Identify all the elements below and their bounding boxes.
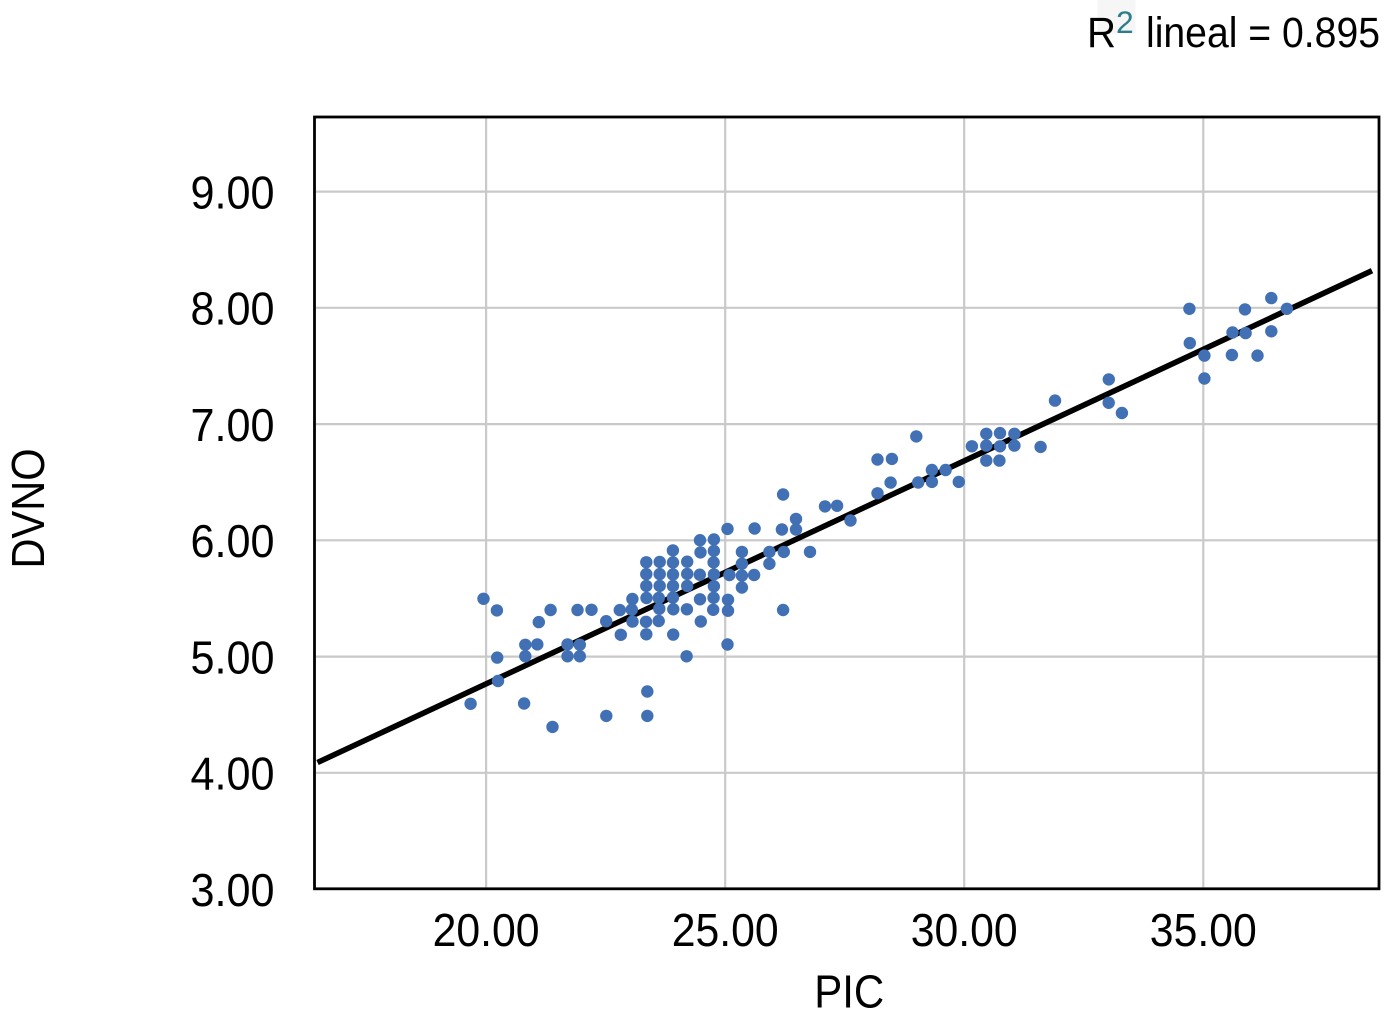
svg-text:4.00: 4.00 <box>191 748 275 800</box>
svg-text:8.00: 8.00 <box>191 283 275 335</box>
svg-text:5.00: 5.00 <box>191 631 275 683</box>
svg-text:20.00: 20.00 <box>433 904 540 956</box>
svg-text:30.00: 30.00 <box>911 904 1018 956</box>
svg-text:R: R <box>1087 10 1116 57</box>
svg-text:6.00: 6.00 <box>191 515 275 567</box>
svg-text:7.00: 7.00 <box>191 399 275 451</box>
svg-text:25.00: 25.00 <box>672 904 779 956</box>
svg-text:2: 2 <box>1116 4 1134 40</box>
svg-text:lineal = 0.895: lineal = 0.895 <box>1146 10 1380 57</box>
svg-text:PIC: PIC <box>814 965 884 1017</box>
svg-text:35.00: 35.00 <box>1150 904 1257 956</box>
svg-text:9.00: 9.00 <box>191 166 275 218</box>
svg-text:3.00: 3.00 <box>191 864 275 916</box>
svg-text:DVNO: DVNO <box>2 449 54 569</box>
